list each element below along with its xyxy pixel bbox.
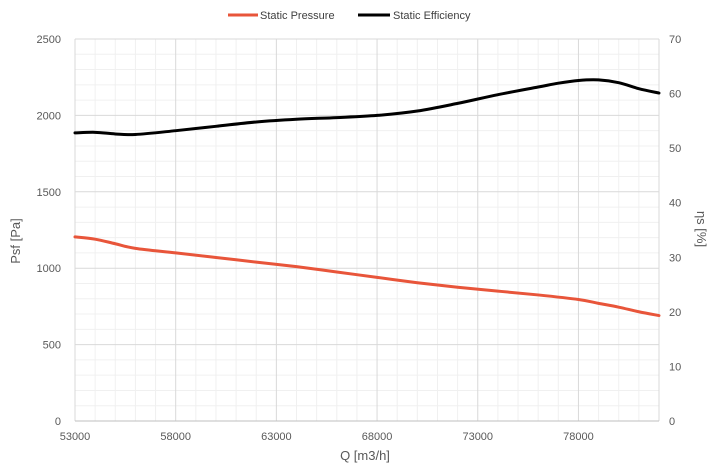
- minor-gridlines: [75, 39, 659, 421]
- right-y-axis-ticks: 0 10 20 30 40 50 60 70: [669, 34, 681, 428]
- series-line-static-efficiency: [73, 78, 661, 137]
- x-tick-label: 58000: [160, 431, 191, 443]
- right-y-tick-label: 30: [669, 252, 681, 264]
- left-y-axis-title: Psf [Pa]: [8, 218, 23, 264]
- legend-label-static-efficiency: Static Efficiency: [393, 10, 471, 22]
- left-y-tick-label: 0: [55, 416, 61, 428]
- legend: Static Pressure Static Efficiency: [228, 10, 471, 22]
- legend-label-static-pressure: Static Pressure: [260, 10, 335, 22]
- right-y-tick-label: 40: [669, 198, 681, 210]
- left-y-tick-label: 1000: [37, 263, 61, 275]
- left-y-tick-label: 500: [43, 340, 61, 352]
- left-y-tick-label: 1500: [37, 187, 61, 199]
- left-y-tick-label: 2000: [37, 110, 61, 122]
- right-y-axis-title: ηs [%]: [694, 211, 709, 247]
- x-tick-label: 63000: [261, 431, 292, 443]
- x-tick-label: 53000: [60, 431, 91, 443]
- left-y-tick-label: 2500: [37, 34, 61, 46]
- right-y-tick-label: 20: [669, 307, 681, 319]
- left-y-axis-ticks: 0 500 1000 1500 2000 2500: [37, 34, 61, 428]
- right-y-tick-label: 50: [669, 143, 681, 155]
- right-y-tick-label: 0: [669, 416, 675, 428]
- series-line-static-pressure: [73, 235, 661, 318]
- right-y-tick-label: 10: [669, 361, 681, 373]
- x-tick-label: 68000: [362, 431, 393, 443]
- x-axis-ticks: 53000 58000 63000 68000 73000 78000: [60, 431, 594, 443]
- major-gridlines: [74, 38, 660, 422]
- x-axis-title: Q [m3/h]: [340, 448, 390, 463]
- series-layer: [73, 78, 661, 318]
- right-y-tick-label: 70: [669, 34, 681, 46]
- x-tick-label: 73000: [462, 431, 493, 443]
- right-y-tick-label: 60: [669, 89, 681, 101]
- x-tick-label: 78000: [563, 431, 594, 443]
